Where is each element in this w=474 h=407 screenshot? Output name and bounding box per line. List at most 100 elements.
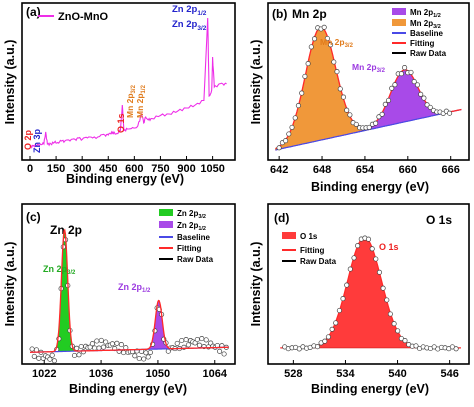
raw-point bbox=[347, 266, 353, 272]
raw-point bbox=[221, 351, 227, 357]
raw-point bbox=[331, 59, 337, 65]
x-tick-label: 1022 bbox=[32, 368, 56, 380]
raw-point bbox=[324, 35, 330, 42]
annot-c-zn2p32: Zn 2p3/2 bbox=[43, 264, 76, 276]
panel-c-letter: (c) bbox=[26, 210, 41, 224]
svg-text:Raw Data: Raw Data bbox=[410, 49, 447, 58]
raw-point bbox=[49, 352, 55, 358]
raw-point bbox=[336, 307, 342, 314]
raw-point bbox=[365, 236, 372, 242]
raw-point bbox=[389, 85, 395, 91]
raw-point bbox=[314, 344, 321, 350]
raw-point bbox=[199, 336, 205, 342]
x-tick-label: 1064 bbox=[203, 368, 228, 380]
raw-point bbox=[353, 121, 359, 127]
svg-text:Raw Data: Raw Data bbox=[300, 257, 337, 266]
raw-point bbox=[145, 354, 151, 360]
raw-point bbox=[340, 296, 346, 302]
x-tick-label: 546 bbox=[440, 368, 458, 380]
raw-point bbox=[76, 352, 82, 358]
raw-point bbox=[308, 44, 314, 50]
raw-point bbox=[311, 36, 318, 42]
svg-text:Zn 2p3/2: Zn 2p3/2 bbox=[177, 209, 206, 220]
panel-a-x-ticks: 0 150 300 450 600 750 900 1050 bbox=[27, 156, 225, 175]
svg-text:Fitting: Fitting bbox=[300, 246, 325, 255]
raw-point bbox=[185, 342, 191, 348]
raw-point bbox=[382, 101, 388, 107]
raw-point bbox=[387, 311, 393, 317]
raw-point bbox=[114, 340, 120, 346]
annot-zn3p: Zn 3p bbox=[32, 128, 42, 153]
raw-point bbox=[380, 285, 386, 291]
raw-point bbox=[329, 326, 335, 332]
raw-point bbox=[89, 341, 95, 347]
raw-point bbox=[334, 69, 340, 75]
x-tick-label: 1050 bbox=[146, 368, 170, 380]
raw-point bbox=[344, 107, 350, 113]
x-tick-label: 1036 bbox=[89, 368, 113, 380]
raw-point bbox=[340, 94, 347, 100]
panel-a-survey-line bbox=[29, 17, 227, 149]
raw-point bbox=[411, 79, 417, 85]
o-raw-data bbox=[282, 235, 459, 352]
panel-d-title: O 1s bbox=[426, 213, 452, 227]
svg-text:Fitting: Fitting bbox=[177, 244, 202, 253]
panel-c-ylabel: Intensity (a.u.) bbox=[3, 242, 17, 327]
raw-point bbox=[333, 320, 339, 326]
raw-point bbox=[98, 337, 104, 343]
raw-point bbox=[302, 73, 308, 79]
panel-c-x-ticks: 1022 1036 1050 1064 bbox=[32, 360, 228, 380]
raw-point bbox=[183, 337, 189, 343]
raw-point bbox=[376, 269, 383, 275]
raw-point bbox=[203, 337, 209, 343]
raw-point bbox=[398, 71, 404, 77]
raw-point bbox=[321, 24, 327, 30]
panel-b-x-ticks: 642 648 654 660 666 bbox=[270, 156, 460, 176]
mn-raw-data bbox=[276, 24, 453, 151]
panel-b-title: Mn 2p bbox=[292, 7, 327, 21]
panel-d-x-ticks: 528 534 540 546 bbox=[284, 360, 459, 380]
x-tick-label: 642 bbox=[270, 164, 288, 176]
annot-zn2p32: Zn 2p3/2 bbox=[172, 19, 207, 32]
raw-point bbox=[337, 86, 343, 92]
raw-point bbox=[47, 356, 53, 362]
raw-point bbox=[217, 348, 223, 354]
raw-point bbox=[29, 346, 35, 352]
panel-b-xlabel: Binding energy (eV) bbox=[311, 180, 429, 194]
raw-point bbox=[121, 350, 127, 356]
x-tick-label: 150 bbox=[47, 163, 65, 175]
raw-point bbox=[276, 145, 282, 151]
raw-point bbox=[109, 341, 115, 347]
x-tick-label: 648 bbox=[313, 164, 331, 176]
x-tick-label: 666 bbox=[442, 164, 460, 176]
raw-point bbox=[447, 110, 453, 116]
raw-point bbox=[179, 337, 185, 344]
panel-b: (b) Mn 2p Mn 2p3/2 Mn 2p3/2 Mn 2p1/2 Mn … bbox=[249, 2, 470, 194]
panel-c-legend: Zn 2p3/2 Zn 2p1/2 Baseline Fitting Raw D… bbox=[159, 209, 214, 264]
raw-point bbox=[325, 334, 331, 340]
raw-point bbox=[71, 352, 78, 359]
panel-d-legend: O 1s Fitting Raw Data bbox=[282, 232, 337, 266]
raw-point bbox=[379, 111, 385, 117]
raw-point bbox=[421, 95, 427, 101]
raw-point bbox=[322, 338, 328, 344]
zn-raw-data bbox=[29, 237, 229, 364]
raw-point bbox=[395, 328, 401, 334]
svg-text:Baseline: Baseline bbox=[410, 29, 443, 38]
svg-text:O 1s: O 1s bbox=[300, 232, 318, 241]
raw-point bbox=[402, 338, 408, 344]
svg-text:Baseline: Baseline bbox=[177, 233, 210, 242]
raw-point bbox=[424, 102, 430, 108]
annot-d-o1s: O 1s bbox=[379, 242, 399, 252]
x-tick-label: 654 bbox=[356, 164, 375, 176]
raw-point bbox=[74, 345, 80, 351]
raw-point bbox=[36, 355, 42, 361]
panel-d-letter: (d) bbox=[274, 211, 289, 225]
raw-point bbox=[373, 256, 379, 262]
x-tick-label: 750 bbox=[151, 163, 169, 175]
raw-point bbox=[413, 343, 419, 349]
raw-point bbox=[31, 353, 37, 359]
raw-point bbox=[402, 65, 408, 71]
panel-c-title: Zn 2p bbox=[50, 223, 82, 237]
